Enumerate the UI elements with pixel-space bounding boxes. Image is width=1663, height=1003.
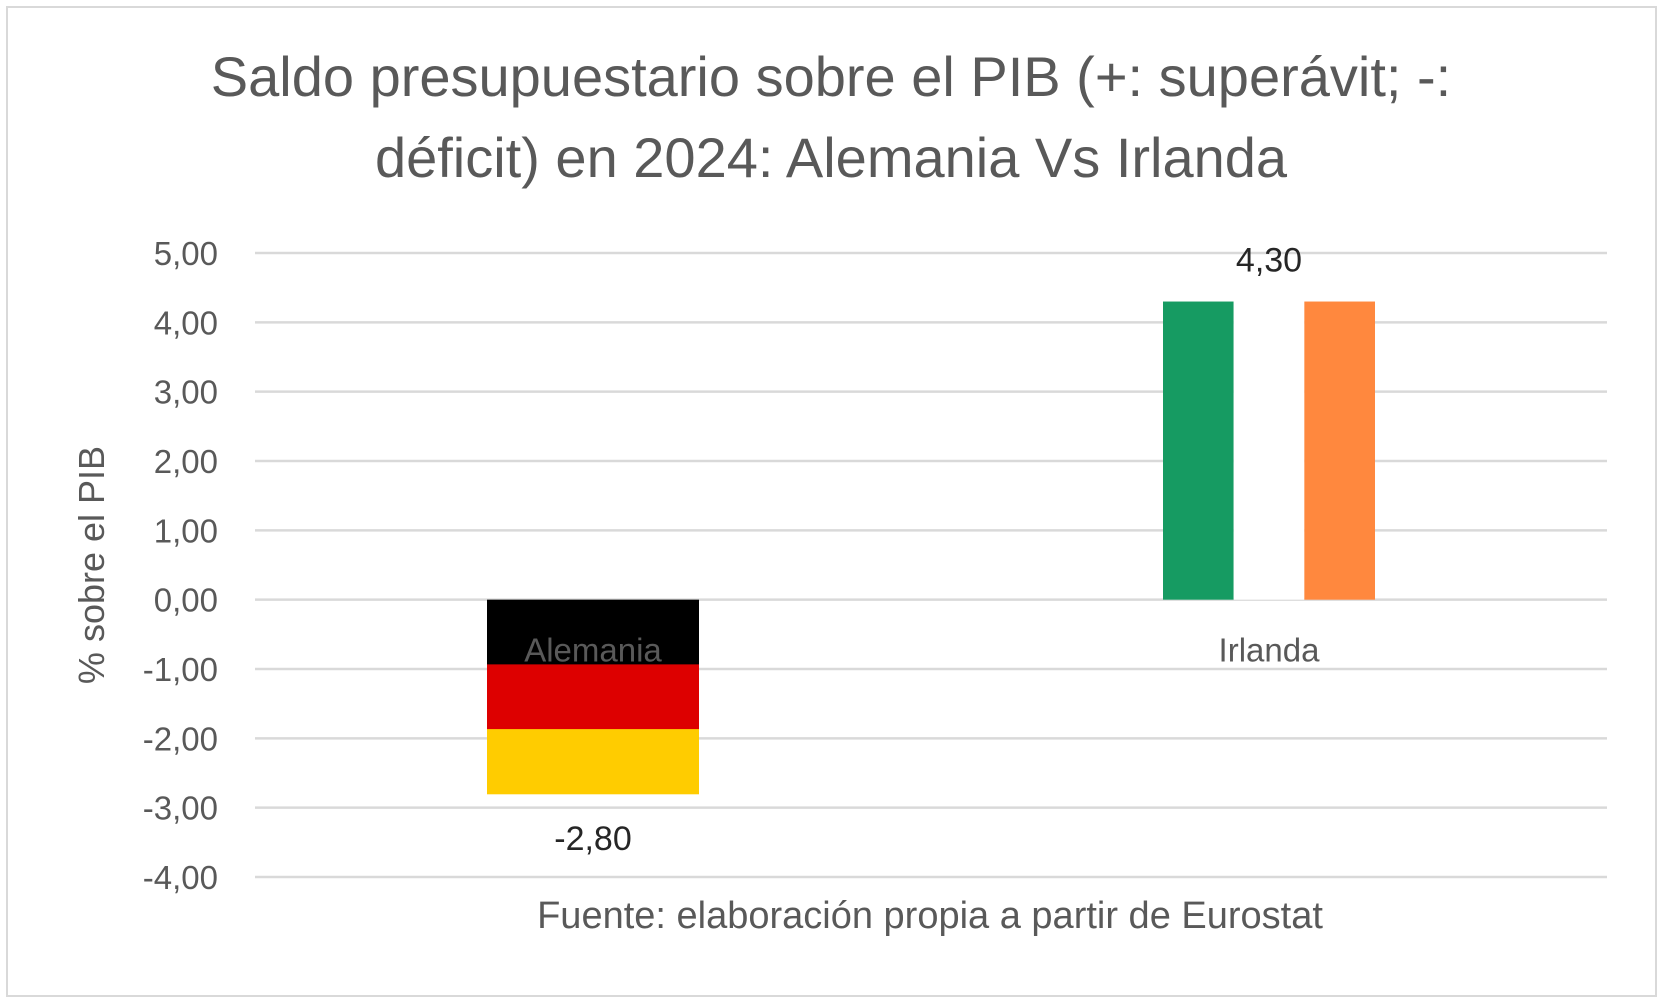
y-tick-label: -3,00 — [143, 790, 218, 827]
bar-stripe — [1304, 301, 1375, 600]
data-label: 4,30 — [1236, 242, 1302, 280]
y-axis-title: % sobre el PIB — [71, 446, 112, 684]
y-tick-label: 1,00 — [154, 512, 218, 549]
data-labels: -2,80 4,30 — [554, 242, 1302, 858]
y-axis-ticks: 5,00 4,00 3,00 2,00 1,00 0,00 -1,00 -2,00 -3,00 -… — [143, 235, 218, 896]
y-tick-label: -1,00 — [143, 651, 218, 688]
category-labels: Alemania Irlanda — [524, 632, 1320, 669]
y-tick-label: -2,00 — [143, 720, 218, 757]
bar-irlanda — [1163, 301, 1375, 600]
category-label: Alemania — [524, 632, 662, 669]
y-tick-label: 5,00 — [154, 235, 218, 272]
gridlines — [255, 251, 1607, 879]
y-tick-label: 3,00 — [154, 374, 218, 411]
x-axis-title: Fuente: elaboración propia a partir de E… — [537, 895, 1323, 937]
data-label: -2,80 — [554, 820, 632, 858]
y-tick-label: -4,00 — [143, 859, 218, 896]
y-tick-label: 4,00 — [154, 304, 218, 341]
category-label: Irlanda — [1219, 632, 1321, 669]
bar-stripe — [487, 729, 699, 795]
chart-frame — [6, 6, 1657, 997]
chart-title-line-2: déficit) en 2024: Alemania Vs Irlanda — [375, 126, 1288, 189]
bar-stripe — [487, 599, 699, 665]
bar-alemania — [487, 599, 699, 795]
y-tick-label: 0,00 — [154, 582, 218, 619]
y-tick-label: 2,00 — [154, 443, 218, 480]
bars — [487, 301, 1375, 795]
bar-stripe — [1163, 301, 1234, 600]
bar-stripe — [1233, 301, 1305, 600]
bar-stripe — [487, 664, 699, 730]
chart-title-line-1: Saldo presupuestario sobre el PIB (+: su… — [211, 45, 1451, 108]
